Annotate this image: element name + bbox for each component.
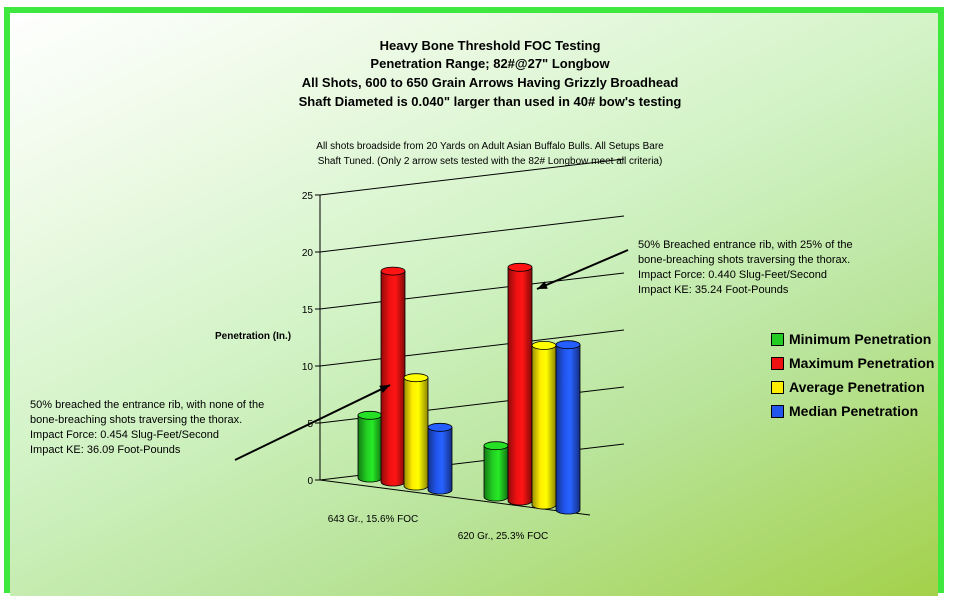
y-tick-label-15: 15 (302, 305, 314, 316)
average-penetration-bar-2 (531, 345, 557, 510)
median-penetration-bar-1 (427, 426, 453, 495)
maximum-penetration-bar-1-top (380, 266, 406, 276)
gridline-20 (319, 215, 625, 253)
minimum-penetration-bar-2 (483, 445, 509, 502)
chart-title-line-2: Penetration Range; 82#@27" Longbow (370, 56, 610, 71)
chart-legend: Minimum Penetration Maximum Penetration … (771, 327, 934, 423)
minimum-penetration-bar-1 (357, 414, 383, 483)
legend-swatch-average (771, 380, 784, 394)
legend-swatch-maximum (771, 356, 784, 370)
chart-background (10, 13, 938, 596)
annotation-left-line-2: bone-breaching shots traversing the thor… (30, 414, 243, 426)
annotation-left-arrow-head (379, 385, 390, 393)
annotation-left-line-3: Impact Force: 0.454 Slug-Feet/Second (30, 429, 219, 441)
y-axis-label: Penetration (In.) (215, 331, 292, 342)
x-category-label-2: 620 Gr., 25.3% FOC (458, 531, 549, 542)
x-category-label-1: 643 Gr., 15.6% FOC (328, 514, 419, 525)
gridline-10 (319, 329, 625, 367)
legend-label-minimum: Minimum Penetration (789, 331, 932, 347)
y-tick-label-25: 25 (302, 191, 314, 202)
chart-border (4, 7, 944, 593)
chart-title-line-3: All Shots, 600 to 650 Grain Arrows Havin… (301, 75, 679, 90)
chart-title-line-1: Heavy Bone Threshold FOC Testing (379, 38, 601, 53)
chart-subtitle-line-2: Shaft Tuned. (Only 2 arrow sets tested w… (317, 156, 663, 167)
annotation-left-line-1: 50% breached the entrance rib, with none… (30, 399, 265, 411)
average-penetration-bar-1-top (403, 373, 429, 383)
annotation-right: 50% Breached entrance rib, with 25% of t… (638, 238, 853, 298)
maximum-penetration-bar-2 (507, 266, 533, 506)
maximum-penetration-bar-1 (380, 270, 406, 487)
annotation-left-arrow (234, 384, 391, 461)
annotation-right-arrow (536, 249, 629, 290)
minimum-penetration-bar-2-top (483, 441, 509, 451)
annotation-right-line-1: 50% Breached entrance rib, with 25% of t… (638, 239, 853, 251)
legend-item-median: Median Penetration (771, 399, 934, 423)
y-tick-label-20: 20 (302, 248, 314, 259)
annotation-right-line-4: Impact KE: 35.24 Foot-Pounds (638, 284, 789, 296)
legend-label-median: Median Penetration (789, 403, 919, 419)
legend-label-average: Average Penetration (789, 379, 925, 395)
minimum-penetration-bar-1-top (357, 410, 383, 420)
legend-item-average: Average Penetration (771, 375, 934, 399)
y-tick-label-10: 10 (302, 362, 314, 373)
annotation-right-line-3: Impact Force: 0.440 Slug-Feet/Second (638, 269, 827, 281)
legend-swatch-median (771, 404, 784, 418)
gridline-15 (319, 272, 625, 310)
chart-subtitle-line-1: All shots broadside from 20 Yards on Adu… (316, 141, 664, 152)
median-penetration-bar-2 (555, 344, 581, 515)
legend-item-maximum: Maximum Penetration (771, 351, 934, 375)
y-tick-label-0: 0 (307, 476, 313, 487)
average-penetration-bar-2-top (531, 340, 557, 350)
legend-label-maximum: Maximum Penetration (789, 355, 935, 371)
gridline-25 (319, 158, 625, 196)
legend-item-minimum: Minimum Penetration (771, 327, 934, 351)
chart-title-line-4: Shaft Diameted is 0.040" larger than use… (298, 94, 682, 109)
annotation-right-line-2: bone-breaching shots traversing the thor… (638, 254, 851, 266)
median-penetration-bar-2-top (555, 340, 581, 350)
annotation-left-line-4: Impact KE: 36.09 Foot-Pounds (30, 444, 181, 456)
maximum-penetration-bar-2-top (507, 262, 533, 272)
legend-swatch-minimum (771, 332, 784, 346)
average-penetration-bar-1 (403, 377, 429, 491)
median-penetration-bar-1-top (427, 422, 453, 432)
annotation-right-arrow-head (537, 281, 548, 289)
annotation-left: 50% breached the entrance rib, with none… (30, 398, 264, 458)
